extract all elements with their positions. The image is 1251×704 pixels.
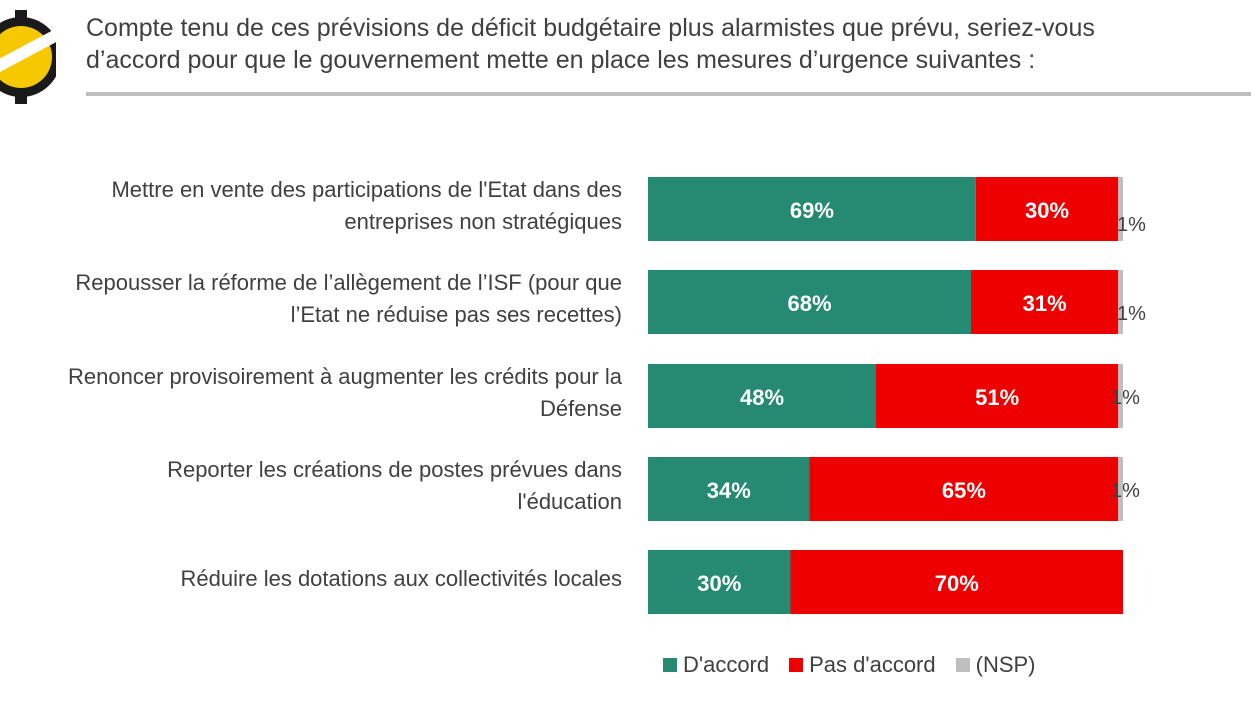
category-label-4: Reporter les créations de postes prévues… <box>167 457 622 514</box>
category-label-1: Mettre en vente des participations de l'… <box>111 177 622 234</box>
legend-label-accord: D'accord <box>683 652 770 677</box>
category-label-line: Renoncer provisoirement à augmenter les … <box>68 364 623 389</box>
legend-item-pas-accord: Pas d'accord <box>789 652 936 678</box>
data-label-accord-2: 68% <box>787 291 831 316</box>
category-label-5: Réduire les dotations aux collectivités … <box>181 566 622 591</box>
question-title: Compte tenu de ces prévisions de déficit… <box>86 12 1236 76</box>
legend-item-nsp: (NSP) <box>955 652 1036 678</box>
data-label-accord-5: 30% <box>697 571 741 596</box>
category-label-line: entreprises non stratégiques <box>344 209 622 234</box>
data-label-pas-accord-3: 51% <box>975 385 1019 410</box>
legend-label-nsp: (NSP) <box>975 652 1036 677</box>
logo-icon <box>0 10 56 104</box>
question-line-1: Compte tenu de ces prévisions de déficit… <box>86 14 1095 42</box>
bar-nsp-4 <box>1118 457 1123 521</box>
legend-item-accord: D'accord <box>663 652 769 678</box>
data-label-pas-accord-5: 70% <box>935 571 979 596</box>
category-label-line: Défense <box>540 396 622 421</box>
title-divider <box>86 92 1251 96</box>
data-label-accord-1: 69% <box>790 198 834 223</box>
bar-pas-accord-4 <box>809 457 1119 521</box>
bar-nsp-1 <box>1118 177 1123 241</box>
chart-legend: D'accord Pas d'accord (NSP) <box>663 652 1056 678</box>
category-label-3: Renoncer provisoirement à augmenter les … <box>68 364 623 421</box>
category-label-line: l'éducation <box>518 489 623 514</box>
data-label-nsp-1: 1% <box>1117 214 1146 236</box>
question-line-2: d’accord pour que le gouvernement mette … <box>86 46 1036 74</box>
data-label-nsp-2: 1% <box>1117 303 1146 325</box>
bar-nsp-2 <box>1118 270 1123 334</box>
category-label-line: Mettre en vente des participations de l'… <box>111 177 622 202</box>
legend-label-pas-accord: Pas d'accord <box>809 652 936 677</box>
legend-swatch-pas-accord <box>789 658 804 672</box>
data-label-pas-accord-4: 65% <box>942 478 986 503</box>
bar-accord-1 <box>648 177 976 241</box>
category-label-2: Repousser la réforme de l’allègement de … <box>75 270 622 327</box>
legend-swatch-nsp <box>955 658 970 672</box>
data-label-nsp-4: 1% <box>1111 480 1140 502</box>
bar-nsp-3 <box>1118 364 1123 428</box>
data-label-nsp-3: 1% <box>1111 387 1140 409</box>
data-label-accord-3: 48% <box>740 385 784 410</box>
data-label-pas-accord-1: 30% <box>1025 198 1069 223</box>
bar-accord-5 <box>648 550 791 614</box>
category-label-line: l’Etat ne réduise pas ses recettes) <box>291 302 622 327</box>
bar-pas-accord-5 <box>790 550 1123 614</box>
bar-accord-3 <box>648 364 876 428</box>
legend-swatch-accord <box>663 658 677 672</box>
bar-pas-accord-3 <box>876 364 1119 428</box>
bar-pas-accord-1 <box>975 177 1119 241</box>
bar-pas-accord-2 <box>971 270 1119 334</box>
data-label-pas-accord-2: 31% <box>1023 291 1067 316</box>
category-label-line: Réduire les dotations aux collectivités … <box>181 566 622 591</box>
category-label-line: Reporter les créations de postes prévues… <box>167 457 622 482</box>
bar-accord-4 <box>648 457 810 521</box>
category-label-line: Repousser la réforme de l’allègement de … <box>75 270 622 295</box>
data-label-accord-4: 34% <box>707 478 751 503</box>
bar-accord-2 <box>648 270 971 334</box>
